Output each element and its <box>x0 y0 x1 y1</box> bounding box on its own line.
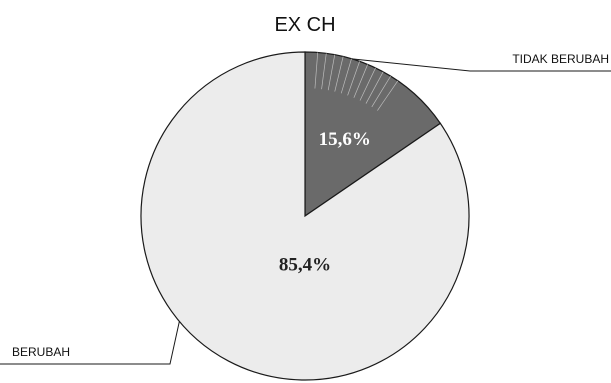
slice-hatch-line <box>334 56 344 92</box>
leader-line <box>352 58 611 72</box>
slice-hatch-line <box>347 61 360 96</box>
slice-hatch-line <box>314 52 319 89</box>
slice-hatch-line <box>340 58 352 94</box>
slice-hatch-line <box>377 80 399 111</box>
slice-hatch-line <box>359 67 376 101</box>
pie-labels: 15,6% 85,4% <box>279 129 371 275</box>
pie-slice-berubah <box>140 51 470 381</box>
pie-data-label: 15,6% <box>319 129 371 150</box>
slice-hatch-line <box>353 64 368 98</box>
chart-title: EX CH <box>274 14 335 36</box>
slice-hatch-line <box>321 53 327 90</box>
slice-hatch-line <box>371 75 391 108</box>
slice-hatch-line <box>365 71 384 104</box>
category-label: TIDAK BERUBAH <box>512 52 609 66</box>
leader-lines: TIDAK BERUBAH BERUBAH <box>0 52 611 365</box>
category-label: BERUBAH <box>12 345 70 359</box>
pie-data-label: 85,4% <box>279 254 331 275</box>
leader-line <box>0 321 180 365</box>
pie-slice-tidak-berubah <box>304 51 442 218</box>
pie-slices <box>140 51 470 381</box>
slice-hatch-line <box>327 54 336 91</box>
